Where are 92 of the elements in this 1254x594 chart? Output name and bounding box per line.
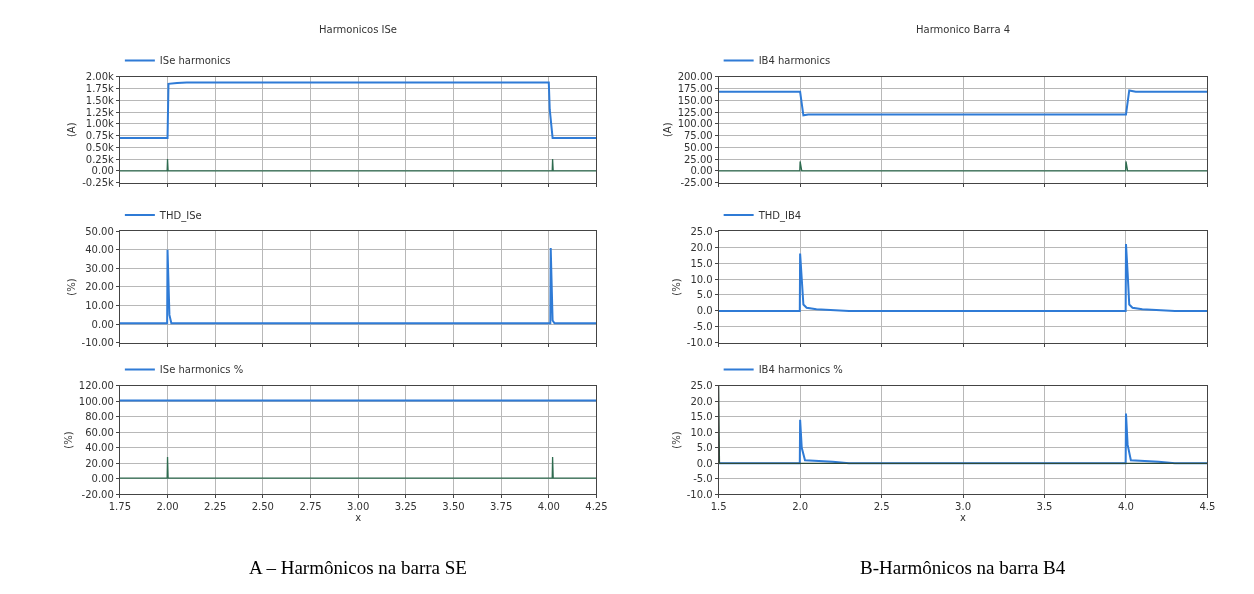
y-tick-label: 10.0	[690, 426, 713, 438]
chart-title: Harmonico Barra 4	[916, 24, 1011, 35]
y-tick-label: 0.0	[696, 457, 713, 469]
y-tick-label: 80.00	[85, 411, 114, 423]
x-tick-label: 1.5	[710, 501, 727, 513]
y-tick-label: 0.00	[91, 318, 114, 330]
x-axis-title: x	[355, 512, 362, 524]
x-tick-label: 4.00	[537, 501, 560, 513]
x-tick-label: 2.50	[251, 501, 274, 513]
y-tick-label: -10.0	[686, 337, 713, 349]
y-tick-label: 1.25k	[85, 106, 115, 118]
x-tick-label: 4.5	[1199, 501, 1216, 513]
x-tick-label: 3.25	[394, 501, 417, 513]
y-tick-label: 75.00	[684, 130, 713, 142]
x-tick-label: 1.75	[108, 501, 131, 513]
x-tick-label: 3.0	[955, 501, 971, 513]
x-tick-label: 2.0	[792, 501, 809, 513]
y-tick-label: 0.0	[696, 305, 713, 317]
x-tick-label: 2.00	[156, 501, 179, 513]
y-tick-label: 1.50k	[85, 94, 115, 106]
y-tick-label: 100.00	[677, 118, 713, 130]
y-tick-label: 20.00	[85, 457, 114, 469]
y-tick-label: -5.0	[693, 473, 713, 485]
x-tick-label: 4.0	[1118, 501, 1134, 513]
y-tick-label: 15.0	[690, 257, 713, 269]
x-tick-label: 2.25	[204, 501, 227, 513]
y-tick-label: 1.00k	[85, 118, 115, 130]
y-tick-label: -10.00	[81, 337, 114, 349]
line-series	[119, 246, 597, 325]
y-axis-title: (%)	[62, 431, 74, 449]
y-tick-label: 0.25k	[85, 153, 115, 165]
y-tick-label: 200.00	[677, 71, 713, 83]
y-tick-label: 50.00	[684, 141, 713, 153]
legend-label: ISe harmonics	[159, 55, 231, 67]
y-tick-label: 20.0	[690, 241, 713, 253]
y-axis-title: (A)	[661, 122, 673, 138]
line-series	[119, 81, 597, 139]
y-tick-label: 5.0	[696, 442, 713, 454]
y-tick-label: 20.0	[690, 395, 713, 407]
legend-label: IB4 harmonics %	[758, 364, 843, 376]
x-tick-label: 3.50	[442, 501, 465, 513]
y-tick-label: 10.00	[85, 300, 114, 312]
y-tick-label: 150.00	[677, 94, 713, 106]
y-tick-label: -5.0	[693, 321, 713, 333]
y-tick-label: 0.00	[91, 473, 114, 485]
line-series	[718, 242, 1208, 312]
x-tick-label: 3.75	[490, 501, 513, 513]
y-tick-label: 30.00	[85, 262, 114, 274]
y-tick-label: 25.0	[690, 225, 713, 237]
x-axis-title: x	[960, 512, 967, 524]
y-tick-label: 1.75k	[85, 83, 115, 95]
y-axis-title: (%)	[65, 278, 77, 296]
y-tick-label: 60.00	[85, 426, 114, 438]
line-series	[718, 89, 1208, 117]
y-tick-label: 0.00	[690, 165, 713, 177]
line-series	[718, 412, 1208, 465]
y-axis-title: (%)	[670, 431, 682, 449]
text: A – Harmônicos na barra SE	[249, 557, 467, 578]
x-tick-label: 3.5	[1036, 501, 1053, 513]
y-axis-title: (%)	[670, 278, 682, 296]
y-tick-label: -25.00	[680, 177, 713, 189]
y-tick-label: -20.00	[81, 488, 114, 500]
text: B-Harmônicos na barra B4	[860, 557, 1066, 578]
y-tick-label: 120.00	[78, 380, 114, 392]
y-tick-label: 125.00	[677, 106, 713, 118]
x-tick-label: 4.25	[585, 501, 608, 513]
y-tick-label: 25.0	[690, 380, 713, 392]
y-tick-label: -0.25k	[82, 177, 115, 189]
y-tick-label: 10.0	[690, 273, 713, 285]
y-tick-label: 175.00	[677, 83, 713, 95]
y-tick-label: 100.00	[78, 395, 114, 407]
legend-label: IB4 harmonics	[758, 55, 831, 67]
y-tick-label: 5.0	[696, 289, 713, 301]
y-tick-label: 20.00	[85, 281, 114, 293]
y-tick-label: 40.00	[85, 244, 114, 256]
legend-label: THD_ISe	[158, 209, 202, 222]
y-tick-label: 0.00	[91, 165, 114, 177]
chart-title: Harmonicos ISe	[319, 24, 398, 35]
y-tick-label: 15.0	[690, 411, 713, 423]
y-tick-label: -10.0	[686, 488, 713, 500]
legend-label: ISe harmonics %	[159, 364, 244, 376]
x-tick-label: 3.00	[347, 501, 370, 513]
x-tick-label: 2.75	[299, 501, 322, 513]
y-tick-label: 0.75k	[85, 130, 115, 142]
y-tick-label: 0.50k	[85, 141, 115, 153]
legend-label: THD_IB4	[757, 209, 802, 222]
y-tick-label: 40.00	[85, 442, 114, 454]
y-tick-label: 2.00k	[85, 71, 115, 83]
x-tick-label: 2.5	[873, 501, 890, 513]
y-axis-title: (A)	[66, 122, 78, 138]
y-tick-label: 25.00	[684, 153, 713, 165]
y-tick-label: 50.00	[85, 225, 114, 237]
